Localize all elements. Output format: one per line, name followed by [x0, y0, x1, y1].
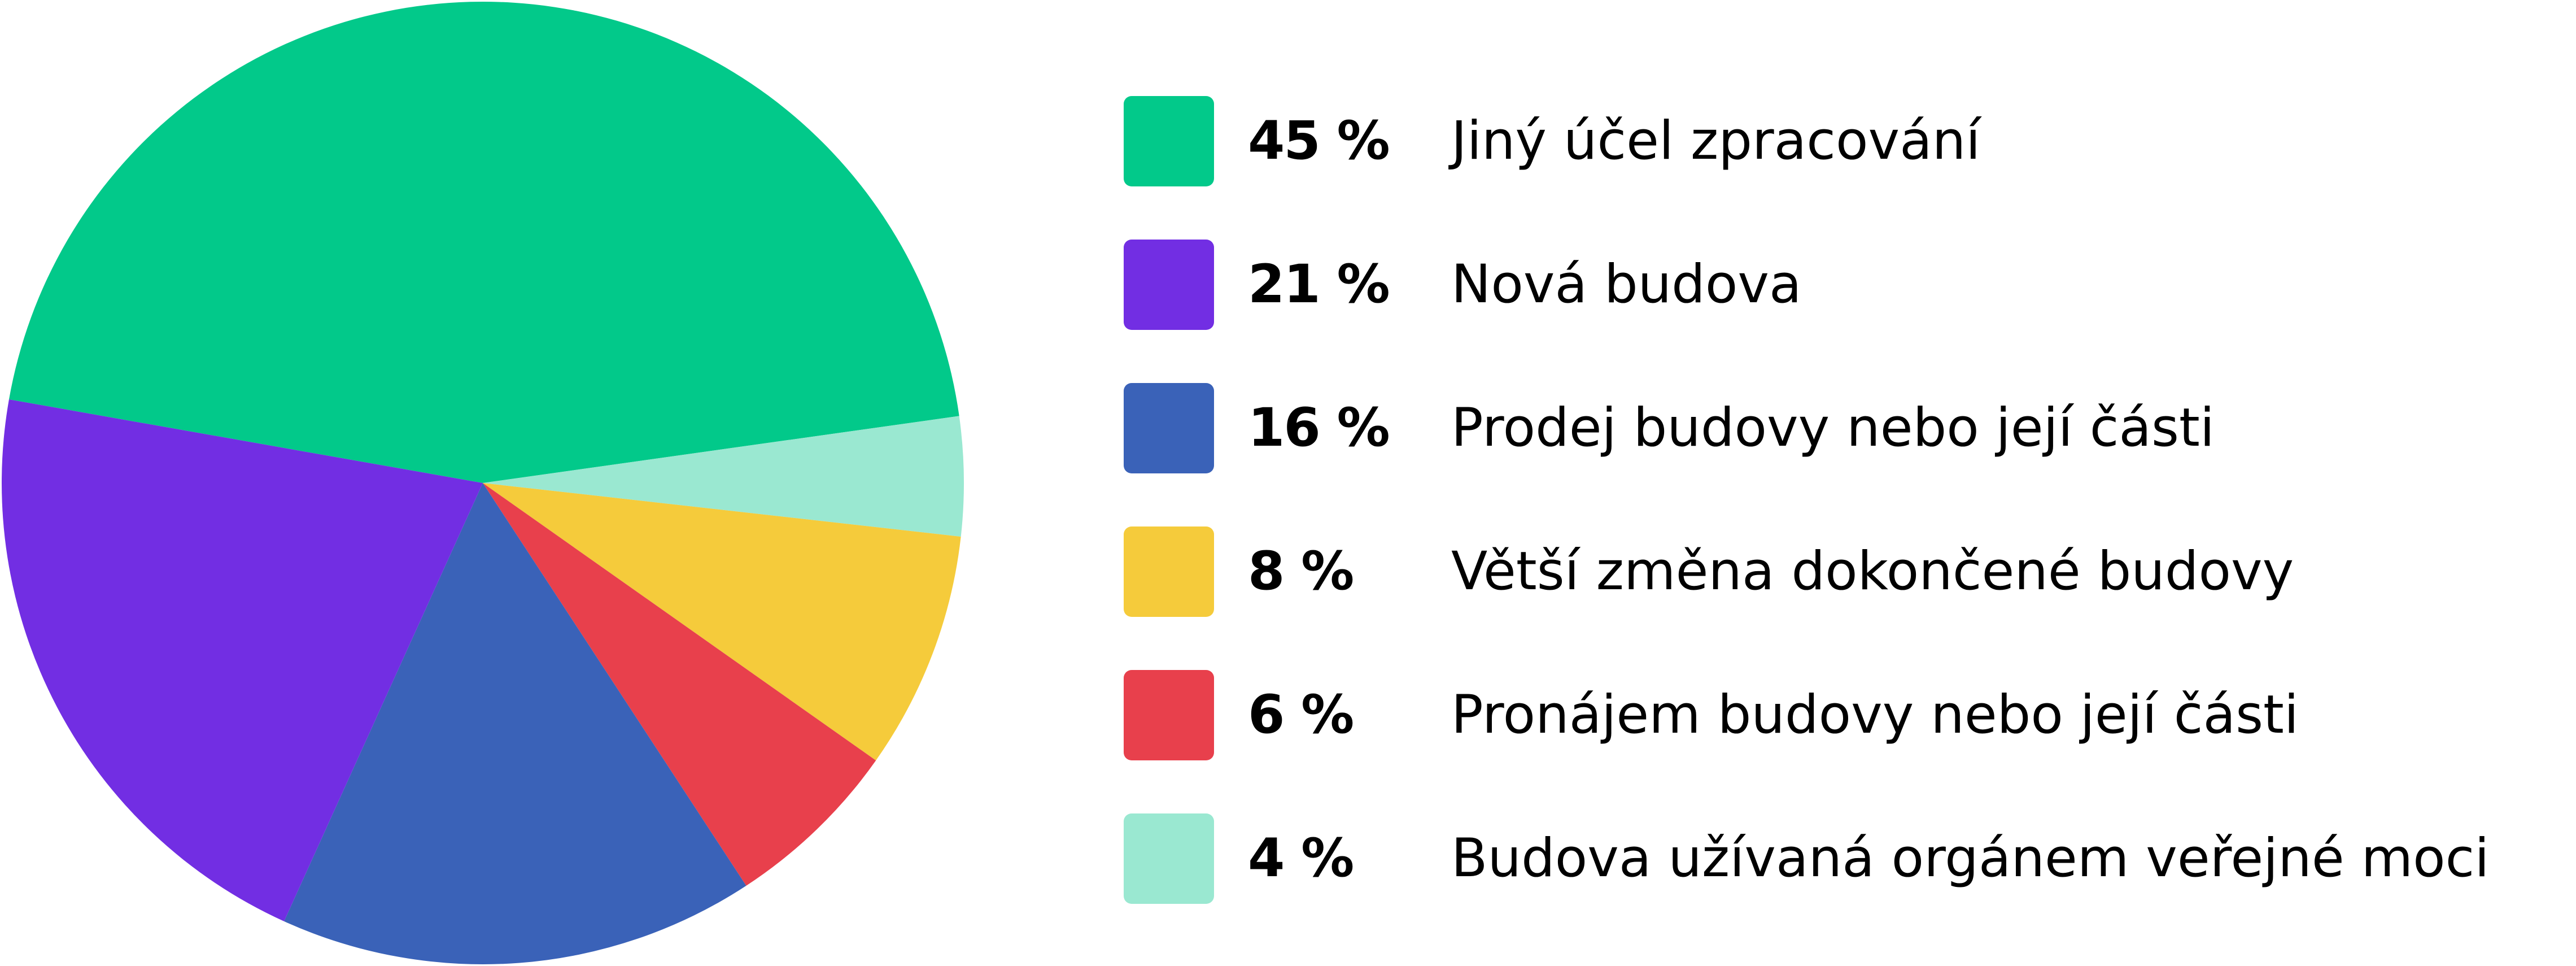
legend-item: 21 % Nová budova [1124, 240, 2569, 330]
pie-slice [483, 483, 876, 886]
legend-swatch [1124, 240, 1214, 330]
legend-swatch [1124, 96, 1214, 186]
legend: 45 % Jiný účel zpracování 21 % Nová budo… [1124, 0, 2569, 966]
legend-swatch [1124, 670, 1214, 760]
legend-label: Nová budova [1451, 254, 1802, 315]
pie-slice [483, 416, 964, 537]
legend-item: 45 % Jiný účel zpracování [1124, 96, 2569, 186]
pie-slice [483, 483, 961, 761]
legend-percent: 16 % [1248, 397, 1390, 459]
legend-percent: 4 % [1248, 828, 1354, 889]
legend-item: 4 % Budova užívaná orgánem veřejné moci [1124, 813, 2569, 904]
pie-slice [1, 399, 483, 921]
legend-swatch [1124, 383, 1214, 473]
pie-slice [284, 483, 746, 965]
legend-label: Jiný účel zpracování [1451, 110, 1981, 172]
legend-swatch [1124, 813, 1214, 904]
legend-item: 16 % Prodej budovy nebo její části [1124, 383, 2569, 473]
pie-chart [1, 1, 964, 965]
legend-item: 8 % Větší změna dokončené budovy [1124, 526, 2569, 617]
legend-percent: 6 % [1248, 684, 1354, 746]
legend-label: Větší změna dokončené budovy [1451, 541, 2294, 602]
legend-percent: 21 % [1248, 254, 1390, 315]
legend-label: Prodej budovy nebo její části [1451, 397, 2215, 459]
pie-slice [8, 1, 959, 484]
legend-swatch [1124, 526, 1214, 617]
legend-percent: 8 % [1248, 541, 1354, 602]
legend-percent: 45 % [1248, 110, 1390, 172]
legend-item: 6 % Pronájem budovy nebo její části [1124, 670, 2569, 760]
legend-label: Budova užívaná orgánem veřejné moci [1451, 828, 2490, 889]
legend-label: Pronájem budovy nebo její části [1451, 684, 2299, 746]
